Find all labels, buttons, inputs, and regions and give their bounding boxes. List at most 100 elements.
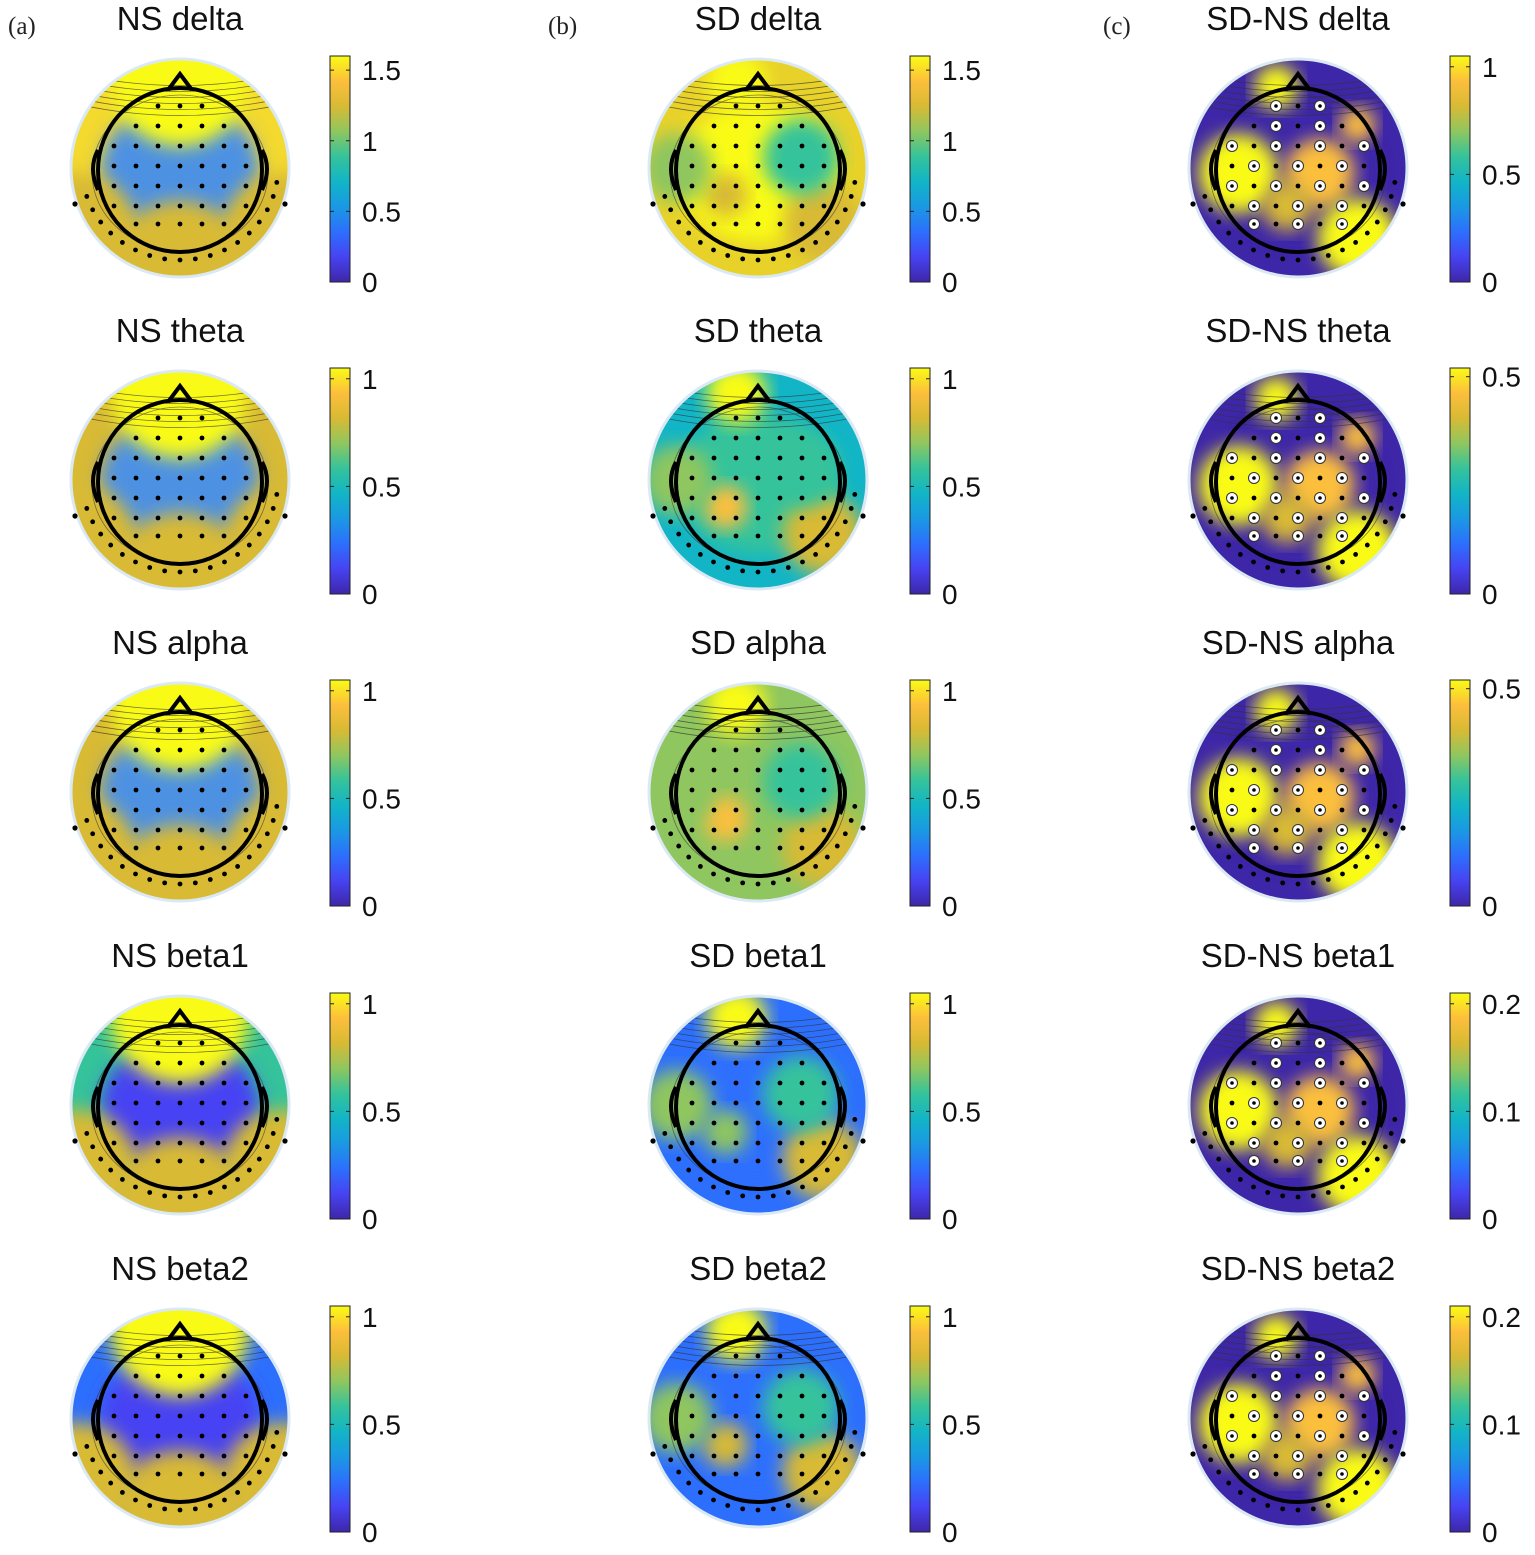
topomap-panel: NS theta 10.50 <box>69 312 401 610</box>
scalp-field <box>72 684 288 900</box>
colorbar-tick-label: 0.5 <box>362 783 401 814</box>
colorbar-tick-label: 1 <box>362 1302 378 1333</box>
colorbar: 10.50 <box>909 676 981 922</box>
colorbar: 10.50 <box>1449 52 1521 298</box>
electrode-array <box>650 727 866 887</box>
topomap-panel: SD-NS beta1 0.2 0.1 0 <box>1187 937 1521 1235</box>
map-title: SD-NS delta <box>1206 0 1390 37</box>
colorbar-tick-label: 0.5 <box>362 196 401 227</box>
head-outline <box>91 382 269 566</box>
map-title: NS theta <box>116 312 245 349</box>
map-title: SD-NS alpha <box>1202 624 1395 661</box>
colorbar: 10.50 <box>329 676 401 922</box>
head-outline <box>1209 1007 1387 1191</box>
head-outline <box>91 1007 269 1191</box>
colorbar-tick-label: 0 <box>942 1204 958 1235</box>
head-outline <box>91 694 269 878</box>
colorbar: 0.50 <box>1449 674 1521 922</box>
electrode-array <box>72 415 288 575</box>
colorbar: 10.50 <box>329 989 401 1235</box>
map-title: NS delta <box>117 0 244 37</box>
colorbar-tick-label: 0.5 <box>942 196 981 227</box>
panel-letter: (b) <box>548 13 577 40</box>
colorbar-tick-label: 0 <box>362 579 378 610</box>
colorbar-tick-label: 0.5 <box>1482 362 1521 393</box>
map-title: NS beta1 <box>111 937 249 974</box>
map-title: SD alpha <box>690 624 826 661</box>
electrode-array <box>72 103 288 263</box>
electrode-array <box>1190 412 1406 575</box>
colorbar-tick-label: 1.5 <box>942 55 981 86</box>
map-title: SD-NS beta1 <box>1201 937 1395 974</box>
colorbar-tick-label: 1 <box>362 126 378 157</box>
scalp-field <box>72 60 288 276</box>
electrode-array <box>1190 1350 1406 1513</box>
electrode-array <box>650 103 866 263</box>
colorbar-tick-label: 0.5 <box>1482 674 1521 705</box>
colorbar: 10.50 <box>329 1302 401 1548</box>
map-title: SD theta <box>694 312 823 349</box>
colorbar-tick-label: 1 <box>1482 52 1498 83</box>
electrode-array <box>72 1353 288 1513</box>
electrode-array <box>650 415 866 575</box>
electrode-array <box>650 1353 866 1513</box>
head-outline <box>91 70 269 254</box>
head-outline <box>669 1320 847 1504</box>
topomap-panel: SD alpha 10.50 <box>647 624 981 922</box>
colorbar-tick-label: 1.5 <box>362 55 401 86</box>
colorbar-tick-label: 1 <box>942 676 958 707</box>
colorbar-tick-label: 0.2 <box>1482 1302 1521 1333</box>
head-outline <box>669 1007 847 1191</box>
colorbar: 10.50 <box>909 989 981 1235</box>
colorbar-tick-label: 0.5 <box>942 471 981 502</box>
head-outline <box>669 70 847 254</box>
colorbar-tick-label: 0 <box>942 267 958 298</box>
electrode-array <box>1190 100 1406 263</box>
head-outline <box>1209 694 1387 878</box>
head-outline <box>669 382 847 566</box>
colorbar: 0.2 0.1 0 <box>1449 1302 1521 1548</box>
colorbar: 0.2 0.1 0 <box>1449 989 1521 1235</box>
topomap-panel: NS beta1 10.50 <box>69 937 401 1235</box>
map-title: SD delta <box>695 0 822 37</box>
colorbar-tick-label: 0.1 <box>1482 1096 1521 1127</box>
topomap-panel: NS alpha 10.50 <box>69 624 401 922</box>
head-outline <box>1209 382 1387 566</box>
topomap-panel: SD delta 1.5 1 0.5 0 <box>647 0 981 298</box>
colorbar-tick-label: 0 <box>942 891 958 922</box>
map-title: NS alpha <box>112 624 248 661</box>
colorbar-tick-label: 0 <box>362 267 378 298</box>
colorbar: 1.5 1 0.5 0 <box>909 55 981 298</box>
map-title: SD-NS theta <box>1205 312 1391 349</box>
topomap-panel: SD-NS beta2 0.2 0.1 0 <box>1187 1250 1521 1548</box>
scalp-field <box>72 997 288 1213</box>
colorbar-tick-label: 0 <box>1482 1517 1498 1548</box>
colorbar: 10.50 <box>909 1302 981 1548</box>
topomap-panel: SD-NS theta 0.50 <box>1187 312 1521 610</box>
colorbar-tick-label: 0 <box>1482 267 1498 298</box>
electrode-array <box>1190 1037 1406 1200</box>
colorbar-tick-label: 0.5 <box>1482 159 1521 190</box>
colorbar-tick-label: 0.2 <box>1482 989 1521 1020</box>
colorbar: 10.50 <box>329 364 401 610</box>
colorbar-tick-label: 0.5 <box>362 1096 401 1127</box>
map-title: SD-NS beta2 <box>1201 1250 1395 1287</box>
electrode-array <box>72 727 288 887</box>
colorbar-tick-label: 0 <box>942 1517 958 1548</box>
colorbar: 0.50 <box>1449 362 1521 610</box>
topomap-panel: NS delta 1.5 1 0.5 0 <box>69 0 401 298</box>
head-outline <box>1209 70 1387 254</box>
colorbar-tick-label: 0.1 <box>1482 1409 1521 1440</box>
colorbar-tick-label: 1 <box>362 364 378 395</box>
colorbar-tick-label: 0 <box>1482 891 1498 922</box>
colorbar-tick-label: 0 <box>1482 1204 1498 1235</box>
electrode-array <box>1190 724 1406 887</box>
colorbar-tick-label: 0 <box>942 579 958 610</box>
electrode-array <box>72 1040 288 1200</box>
